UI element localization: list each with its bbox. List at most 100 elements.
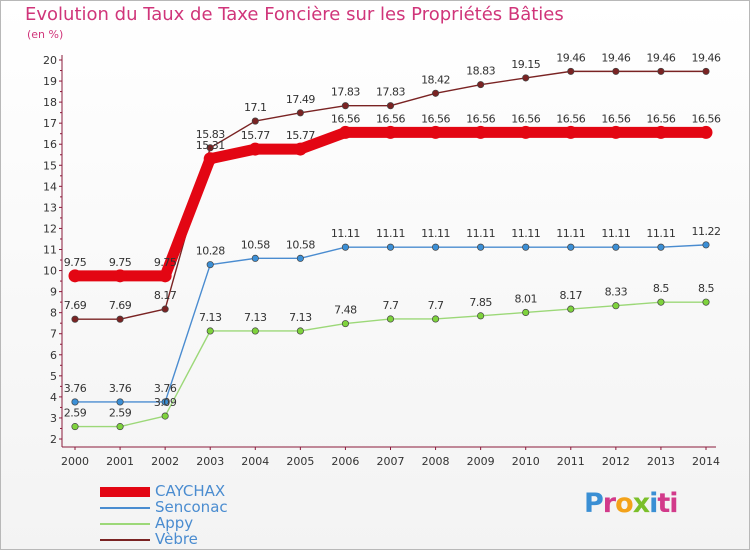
data-point	[341, 320, 349, 328]
x-tick-label: 2007	[377, 455, 405, 468]
data-label: 3.76	[109, 382, 132, 395]
data-label: 10.58	[286, 238, 315, 251]
x-tick-label: 2010	[512, 455, 540, 468]
data-label: 9.75	[109, 256, 132, 269]
data-point	[657, 298, 665, 306]
data-label: 11.11	[601, 227, 630, 240]
y-tick-label: 15	[43, 159, 57, 172]
data-point	[477, 81, 485, 89]
data-point	[206, 144, 214, 152]
data-point	[113, 269, 127, 283]
data-label: 11.11	[331, 227, 360, 240]
data-label: 2.59	[64, 407, 87, 420]
data-label: 16.56	[646, 112, 675, 125]
x-tick-label: 2006	[331, 455, 359, 468]
data-label: 7.7	[428, 299, 444, 312]
data-point	[522, 243, 530, 251]
y-tick-label: 7	[50, 328, 57, 341]
data-label: 8.33	[605, 286, 628, 299]
data-point	[564, 125, 578, 139]
logo-letter: x	[632, 488, 650, 519]
x-tick-label: 2004	[241, 455, 269, 468]
data-label: 8.5	[698, 282, 714, 295]
data-point	[474, 125, 488, 139]
data-point	[296, 254, 304, 262]
data-label: 8.17	[560, 289, 583, 302]
legend-label: Senconac	[155, 498, 228, 516]
data-label: 7.85	[469, 296, 492, 309]
data-label: 2.59	[109, 407, 132, 420]
data-label: 16.56	[601, 112, 630, 125]
chart-title: Evolution du Taux de Taxe Foncière sur l…	[25, 4, 564, 25]
y-tick-label: 6	[50, 349, 57, 362]
data-label: 7.7	[383, 299, 399, 312]
data-label: 16.56	[692, 112, 721, 125]
logo-letter: P	[584, 488, 604, 519]
legend-swatch	[100, 507, 150, 509]
data-point	[71, 315, 79, 323]
data-point	[386, 243, 395, 251]
data-point	[384, 125, 397, 139]
legend-swatch	[100, 523, 150, 525]
data-point	[338, 125, 352, 139]
y-tick-label: 19	[43, 75, 57, 88]
data-point	[68, 269, 82, 283]
data-point	[699, 125, 713, 139]
data-point	[386, 102, 395, 110]
data-point	[386, 315, 395, 323]
y-tick-label: 12	[43, 222, 57, 235]
y-tick-label: 11	[43, 244, 57, 257]
y-tick-label: 4	[50, 391, 57, 404]
chart-subtitle: (en %)	[27, 28, 64, 41]
data-label: 11.11	[556, 227, 585, 240]
data-point	[429, 125, 443, 139]
data-label: 8.01	[514, 292, 537, 305]
y-tick-label: 3	[50, 412, 57, 425]
data-point	[116, 315, 124, 323]
data-point	[293, 142, 307, 156]
data-point	[432, 89, 440, 97]
data-label: 16.56	[376, 112, 405, 125]
data-point	[612, 243, 620, 251]
x-tick-label: 2000	[61, 455, 89, 468]
data-point	[657, 243, 665, 251]
data-label: 17.83	[376, 86, 405, 99]
data-label: 19.46	[601, 51, 630, 64]
data-label: 7.13	[199, 311, 222, 324]
y-tick-label: 9	[50, 286, 57, 299]
x-tick-label: 2014	[692, 455, 720, 468]
y-tick-label: 8	[50, 307, 57, 320]
data-label: 19.46	[556, 51, 585, 64]
data-label: 8.5	[653, 282, 669, 295]
x-tick-label: 2002	[151, 455, 179, 468]
data-label: 9.75	[64, 256, 87, 269]
data-point	[248, 142, 262, 156]
data-point	[522, 74, 530, 82]
data-label: 16.56	[511, 112, 540, 125]
data-point	[432, 243, 440, 251]
data-label: 11.11	[376, 227, 405, 240]
data-point	[702, 67, 710, 75]
data-point	[203, 152, 217, 166]
logo-letter: r	[602, 488, 616, 519]
data-label: 11.22	[692, 225, 721, 238]
data-label: 11.11	[421, 227, 450, 240]
data-label: 17.49	[286, 93, 315, 106]
data-label: 10.28	[196, 245, 225, 258]
data-label: 7.13	[244, 311, 267, 324]
y-tick-label: 10	[43, 265, 57, 278]
data-point	[71, 423, 79, 431]
data-point	[341, 243, 349, 251]
x-tick-label: 2003	[196, 455, 224, 468]
x-tick-label: 2012	[602, 455, 630, 468]
y-tick-label: 14	[43, 180, 57, 193]
data-point	[567, 243, 575, 251]
data-label: 15.31	[196, 139, 225, 152]
legend-label: Appy	[155, 514, 194, 532]
y-tick-label: 17	[43, 117, 57, 130]
data-point	[609, 125, 623, 139]
data-label: 16.56	[466, 112, 495, 125]
logo-letter: i	[649, 488, 658, 519]
data-label: 9.75	[154, 256, 177, 269]
